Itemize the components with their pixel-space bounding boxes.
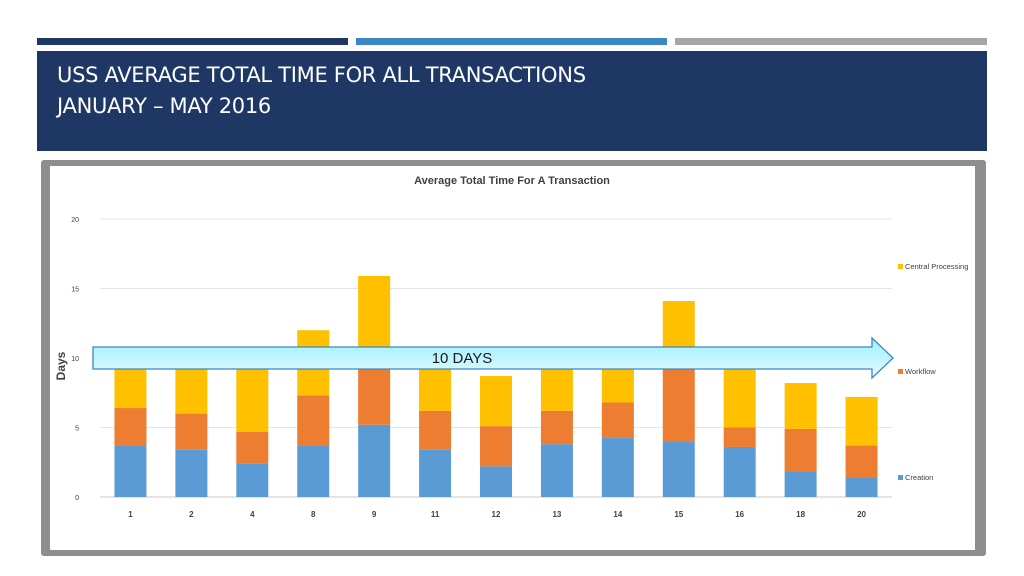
bar-segment-workflow <box>723 427 756 447</box>
x-tick-label: 18 <box>796 510 805 519</box>
legend-label: Central Processing <box>905 262 968 271</box>
bar-segment-workflow <box>114 408 147 446</box>
y-tick-label: 0 <box>75 495 79 502</box>
slide-title: USS AVERAGE TOTAL TIME FOR ALL TRANSACTI… <box>57 63 586 87</box>
y-tick-label: 20 <box>71 217 79 224</box>
arrow-label: 10 DAYS <box>432 350 493 367</box>
x-tick-label: 12 <box>492 510 501 519</box>
bar-segment-workflow <box>175 413 208 450</box>
bar-segment-workflow <box>540 410 573 445</box>
bar-segment-workflow <box>845 445 878 478</box>
bar-segment-central-processing <box>358 275 391 352</box>
x-tick-label: 16 <box>735 510 744 519</box>
x-tick-label: 20 <box>857 510 866 519</box>
bar-segment-creation <box>297 445 330 497</box>
bar-segment-central-processing <box>845 396 878 446</box>
bar-segment-creation <box>175 449 208 497</box>
bar-segment-creation <box>480 466 512 497</box>
bar-segment-workflow <box>601 402 634 438</box>
legend-swatch <box>898 264 903 269</box>
accent-bar-blue <box>356 38 667 45</box>
bar-segment-central-processing <box>236 363 269 432</box>
chart-title: Average Total Time For A Transaction <box>414 175 610 187</box>
bar-segment-workflow <box>236 431 269 464</box>
accent-bar-gray <box>675 38 987 45</box>
bar-segment-workflow <box>662 358 695 442</box>
y-tick-label: 15 <box>71 287 79 294</box>
legend-swatch <box>898 475 903 480</box>
y-axis-label: Days <box>54 351 68 380</box>
legend-label: Workflow <box>905 367 936 376</box>
bar-segment-creation <box>723 446 756 497</box>
legend-label: Creation <box>905 473 933 482</box>
x-tick-label: 1 <box>128 510 133 519</box>
title-band: USS AVERAGE TOTAL TIME FOR ALL TRANSACTI… <box>37 51 987 151</box>
chart-area: 1 2 4 8 9 11 12 13 14 15 16 18 20 0 5 10 15 20 Average T… <box>50 166 975 550</box>
slide-subtitle: JANUARY – MAY 2016 <box>57 94 271 118</box>
y-tick-label: 10 <box>71 356 79 363</box>
bar-segment-workflow <box>784 428 817 472</box>
legend-swatch <box>898 369 903 374</box>
bar-segment-creation <box>845 477 878 497</box>
x-tick-label: 14 <box>613 510 622 519</box>
bar-segment-creation <box>662 441 695 497</box>
x-tick-label: 11 <box>431 510 440 519</box>
bar-segment-workflow <box>480 426 512 467</box>
bar-segment-workflow <box>419 410 452 450</box>
bar-segment-creation <box>114 445 147 497</box>
bar-segment-creation <box>601 437 634 497</box>
x-tick-label: 2 <box>189 510 194 519</box>
bar-segment-creation <box>784 471 817 497</box>
arrow-shape <box>92 336 894 380</box>
bar-segment-workflow <box>297 395 330 446</box>
x-tick-label: 8 <box>311 510 316 519</box>
bar-segment-creation <box>419 449 452 497</box>
accent-bar-navy <box>37 38 348 45</box>
x-tick-label: 13 <box>552 510 561 519</box>
chart-frame: 1 2 4 8 9 11 12 13 14 15 16 18 20 0 5 10 15 20 Average T… <box>41 160 986 556</box>
bar-segment-creation <box>540 444 573 497</box>
bar-segment-creation <box>236 463 269 497</box>
bar-segment-central-processing <box>480 376 512 427</box>
x-tick-label: 4 <box>250 510 255 519</box>
bar-segment-creation <box>358 424 391 497</box>
x-tick-label: 9 <box>372 510 377 519</box>
x-tick-label: 15 <box>674 510 683 519</box>
y-tick-label: 5 <box>75 426 79 433</box>
ten-days-arrow: 10 DAYS <box>92 336 894 380</box>
bar-segment-central-processing <box>784 383 817 429</box>
